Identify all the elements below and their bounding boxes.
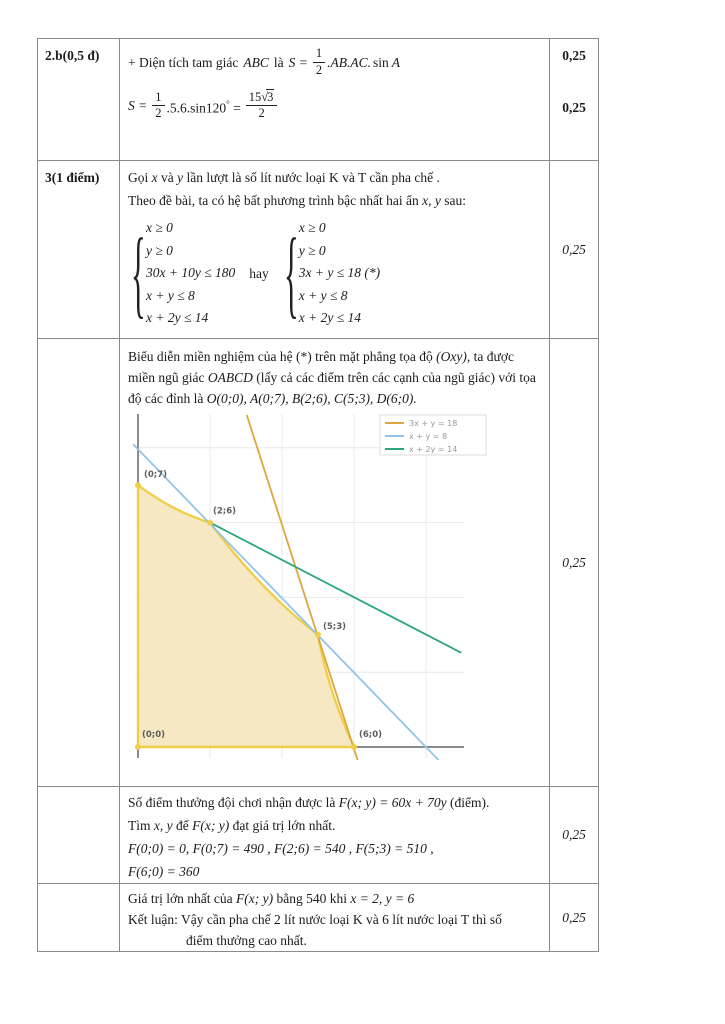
empty-label-cell	[37, 338, 120, 787]
left-brace: {	[130, 218, 146, 329]
legend-label: x + 2y = 14	[409, 445, 457, 454]
system-inequalities-simplified: { x ≥ 0 y ≥ 0 3x + y ≤ 18 (*) x + y ≤ 8 …	[283, 217, 380, 330]
system-intro: Theo đề bài, ta có hệ bất phương trình b…	[128, 193, 466, 208]
row-question-3-system: 3(1 điểm) Gọi x và y lần lượt là số lít …	[37, 160, 599, 339]
score-cell-conclusion: 0,25	[549, 883, 599, 952]
legend-label: x + y = 8	[409, 432, 447, 441]
conjunction-hay: hay	[249, 265, 269, 281]
point-label: (6;0)	[359, 730, 382, 740]
conclusion-content: Giá trị lớn nhất của F(x; y) bằng 540 kh…	[119, 883, 550, 952]
constraint-line	[209, 521, 462, 654]
function-value-last: F(6;0) = 360	[128, 864, 200, 879]
constraint-line	[245, 414, 359, 761]
inequality-line: x + y ≤ 8	[146, 287, 195, 303]
conclusion-line: Kết luận: Vậy cần pha chế 2 lít nước loạ…	[128, 912, 502, 927]
score-cell-2b: 0,25 0,25	[549, 38, 599, 161]
left-brace: {	[283, 218, 299, 329]
score-cell-values: 0,25	[549, 786, 599, 884]
inequality-line: 30x + 10y ≤ 180	[146, 265, 236, 280]
inequality-line: x ≥ 0	[146, 220, 173, 235]
legend-label: 3x + y = 18	[409, 419, 457, 428]
inequality-line: x + y ≤ 8	[298, 287, 348, 303]
system-inequalities-original: { x ≥ 0 y ≥ 0 30x + 10y ≤ 180 x + y ≤ 8 …	[130, 217, 235, 330]
row-region-and-chart: Biểu diễn miền nghiệm của hệ (*) trên mặ…	[37, 338, 599, 787]
constraint-line	[132, 443, 440, 761]
score-cell-system: 0,25	[549, 160, 599, 339]
conclusion-line-continued: điểm thưởng cao nhất.	[186, 933, 307, 948]
point-label: (2;6)	[213, 507, 236, 517]
vertex-dot	[351, 744, 357, 750]
row-question-2b: 2.b(0,5 đ) + Diện tích tam giác ABC là S…	[37, 38, 599, 161]
find-max-line: Tìm x, y để F(x; y) đạt giá trị lớn nhất…	[128, 818, 336, 833]
inequality-line: x + 2y ≤ 14	[146, 310, 209, 325]
question-3-content: Gọi x và y lần lượt là số lít nước loại …	[119, 160, 550, 339]
vertex-dot	[135, 744, 141, 750]
point-label: (5;3)	[323, 622, 346, 632]
radical-sign: √	[261, 89, 269, 104]
vertex-dot	[315, 631, 321, 638]
answer-table: 2.b(0,5 đ) + Diện tích tam giác ABC là S…	[37, 38, 599, 952]
systems-block: { x ≥ 0 y ≥ 0 30x + 10y ≤ 180 x + y ≤ 8 …	[130, 217, 543, 330]
objective-content: Số điểm thưởng đội chơi nhận được là F(x…	[119, 786, 550, 884]
score-value: 0,25	[562, 100, 586, 115]
empty-label-cell	[37, 883, 120, 952]
row-conclusion: Giá trị lớn nhất của F(x; y) bằng 540 kh…	[37, 883, 599, 952]
score-cell-region: 0,25	[549, 338, 599, 787]
question-label-2b: 2.b(0,5 đ)	[37, 38, 120, 161]
inequality-line: x + 2y ≤ 14	[298, 310, 362, 325]
question-label-3: 3(1 điểm)	[37, 160, 120, 339]
inequality-line: x ≥ 0	[298, 220, 326, 235]
chart-svg: (0;7) (2;6) (5;3) (6;0) (0;0) 3x + y = 18 x + …	[132, 414, 487, 761]
max-value-line: Giá trị lớn nhất của F(x; y) bằng 540 kh…	[128, 891, 415, 906]
feasible-region-chart: (0;7) (2;6) (5;3) (6;0) (0;0) 3x + y = 18 x + …	[132, 412, 498, 761]
vertex-dot	[135, 482, 141, 489]
inequality-line: 3x + y ≤ 18 (*)	[298, 265, 381, 280]
inequality-line: y ≥ 0	[298, 242, 326, 258]
reward-function-line: Số điểm thưởng đội chơi nhận được là F(x…	[128, 795, 490, 810]
empty-label-cell	[37, 786, 120, 884]
function-values-line: F(0;0) = 0, F(0;7) = 490 , F(2;6) = 540 …	[128, 841, 434, 856]
variables-definition: Gọi x và y lần lượt là số lít nước loại …	[128, 170, 440, 185]
row-objective-values: Số điểm thưởng đội chơi nhận được là F(x…	[37, 786, 599, 884]
fraction-15root3-over-2: 15√3 2	[245, 88, 278, 122]
region-description: Biểu diễn miền nghiệm của hệ (*) trên mặ…	[128, 349, 536, 406]
point-label: (0;7)	[144, 470, 167, 480]
score-value: 0,25	[562, 48, 586, 63]
vertex-dot	[207, 519, 213, 526]
feasible-region	[136, 484, 356, 749]
point-label: (0;0)	[142, 730, 165, 740]
inequality-line: y ≥ 0	[146, 242, 173, 258]
region-content: Biểu diễn miền nghiệm của hệ (*) trên mặ…	[119, 338, 550, 787]
